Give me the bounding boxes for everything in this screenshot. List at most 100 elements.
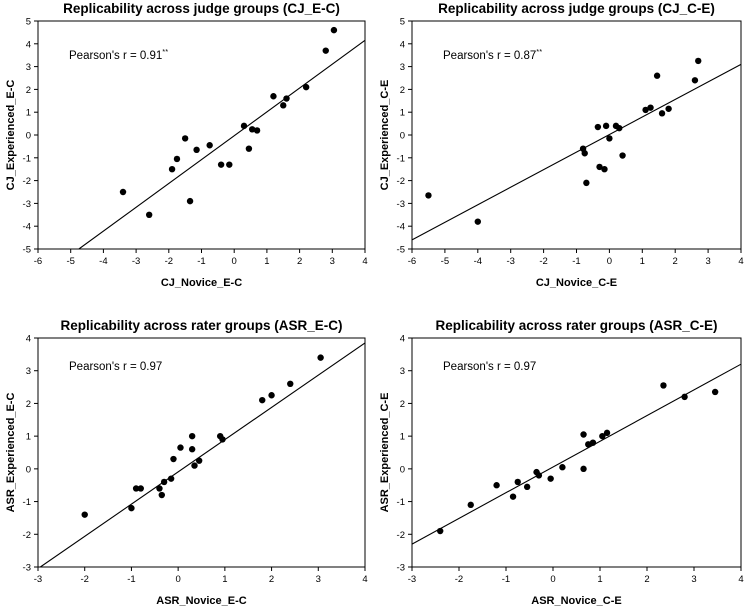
data-point bbox=[425, 192, 432, 199]
data-point bbox=[156, 485, 163, 492]
data-point bbox=[168, 166, 176, 173]
data-point bbox=[158, 491, 165, 499]
data-point bbox=[581, 150, 588, 157]
significance-marker: ** bbox=[536, 47, 542, 56]
data-point bbox=[602, 122, 610, 130]
data-point bbox=[616, 124, 623, 132]
x-tick-label: -4 bbox=[99, 256, 107, 267]
data-point bbox=[514, 478, 521, 486]
x-tick-label: -1 bbox=[197, 256, 205, 267]
data-point bbox=[248, 126, 256, 133]
data-point bbox=[240, 122, 248, 130]
data-point bbox=[601, 166, 608, 173]
x-axis-label: ASR_Novice_E-C bbox=[156, 595, 247, 607]
x-tick-label: -1 bbox=[127, 574, 135, 585]
pearson-text: Pearson's r = 0.87 bbox=[443, 50, 536, 62]
data-point bbox=[119, 188, 127, 196]
data-point bbox=[493, 482, 500, 489]
y-tick-label: -1 bbox=[23, 497, 31, 508]
pearson-annotation: Pearson's r = 0.97 bbox=[69, 361, 162, 373]
y-tick-label: -2 bbox=[23, 176, 31, 187]
data-point bbox=[177, 444, 184, 451]
x-axis-label: CJ_Novice_C-E bbox=[536, 277, 617, 289]
pearson-text: Pearson's r = 0.97 bbox=[443, 361, 536, 373]
pearson-annotation: Pearson's r = 0.97 bbox=[443, 361, 536, 373]
x-tick-label: -6 bbox=[34, 256, 42, 267]
regression-line bbox=[78, 39, 365, 249]
x-tick-label: -3 bbox=[34, 574, 42, 585]
data-point bbox=[594, 123, 602, 131]
y-tick-label: 1 bbox=[400, 108, 405, 119]
data-point bbox=[206, 142, 213, 149]
data-point bbox=[317, 354, 324, 361]
y-tick-label: -5 bbox=[397, 245, 405, 256]
data-point bbox=[596, 163, 603, 171]
data-point bbox=[226, 161, 233, 168]
data-point bbox=[647, 104, 654, 111]
data-point bbox=[589, 439, 597, 446]
y-tick-label: 0 bbox=[400, 131, 405, 142]
x-tick-label: -2 bbox=[80, 574, 88, 585]
x-tick-label: -3 bbox=[506, 256, 514, 267]
regression-line bbox=[412, 363, 741, 545]
data-point bbox=[711, 388, 719, 396]
data-point bbox=[245, 145, 253, 152]
data-point bbox=[173, 155, 181, 163]
chart-panel-3: Replicability across rater groups (ASR_E… bbox=[5, 318, 368, 607]
x-axis-label: CJ_Novice_E-C bbox=[161, 277, 242, 289]
x-tick-label: -1 bbox=[572, 256, 580, 267]
data-point bbox=[188, 446, 196, 453]
data-point bbox=[580, 431, 587, 438]
data-point bbox=[660, 382, 667, 389]
data-point bbox=[559, 464, 566, 471]
data-point bbox=[219, 436, 226, 443]
x-tick-label: 4 bbox=[738, 574, 743, 585]
y-tick-label: -3 bbox=[397, 563, 405, 574]
data-point bbox=[467, 501, 474, 509]
y-axis-label: CJ_Experienced_E-C bbox=[5, 80, 17, 191]
significance-marker: ** bbox=[162, 47, 168, 56]
data-point bbox=[509, 493, 517, 500]
plot-frame bbox=[37, 337, 366, 568]
chart-title: Replicability across judge groups (CJ_E-… bbox=[63, 1, 340, 16]
chart-title: Replicability across rater groups (ASR_E… bbox=[60, 318, 342, 333]
data-point bbox=[583, 179, 590, 187]
y-tick-label: 3 bbox=[400, 366, 405, 377]
chart-title: Replicability across judge groups (CJ_C-… bbox=[438, 1, 715, 16]
data-point bbox=[302, 83, 310, 91]
y-tick-label: 4 bbox=[400, 39, 405, 50]
data-point bbox=[665, 105, 672, 112]
data-point bbox=[691, 77, 699, 84]
data-point bbox=[188, 432, 196, 440]
data-point bbox=[547, 475, 554, 482]
x-tick-label: 2 bbox=[673, 256, 678, 267]
data-point bbox=[259, 396, 266, 404]
pearson-text: Pearson's r = 0.97 bbox=[69, 361, 162, 373]
x-tick-label: -3 bbox=[132, 256, 140, 267]
data-point bbox=[653, 72, 661, 79]
y-tick-label: 2 bbox=[26, 399, 31, 410]
plot-frame bbox=[411, 337, 742, 568]
data-point bbox=[81, 511, 88, 518]
y-tick-label: 4 bbox=[26, 39, 31, 50]
regression-line bbox=[412, 63, 741, 241]
x-tick-label: -5 bbox=[66, 256, 74, 267]
data-point bbox=[523, 483, 531, 491]
data-point bbox=[287, 380, 294, 387]
x-tick-label: -6 bbox=[408, 256, 416, 267]
regression-line bbox=[40, 342, 365, 567]
x-tick-label: 3 bbox=[691, 574, 696, 585]
data-point bbox=[658, 110, 666, 117]
y-axis-label: ASR_Experienced_E-C bbox=[5, 393, 17, 513]
pearson-annotation: Pearson's r = 0.87** bbox=[443, 47, 542, 62]
data-point bbox=[437, 527, 444, 535]
x-tick-label: 2 bbox=[269, 574, 274, 585]
data-point bbox=[642, 106, 649, 114]
data-point bbox=[474, 218, 481, 225]
y-tick-label: 2 bbox=[26, 85, 31, 96]
data-point bbox=[217, 161, 225, 168]
y-axis-label: CJ_Experienced_C-E bbox=[379, 80, 391, 191]
y-tick-label: -5 bbox=[23, 245, 31, 256]
y-tick-label: 4 bbox=[26, 334, 31, 345]
data-point bbox=[128, 504, 135, 512]
